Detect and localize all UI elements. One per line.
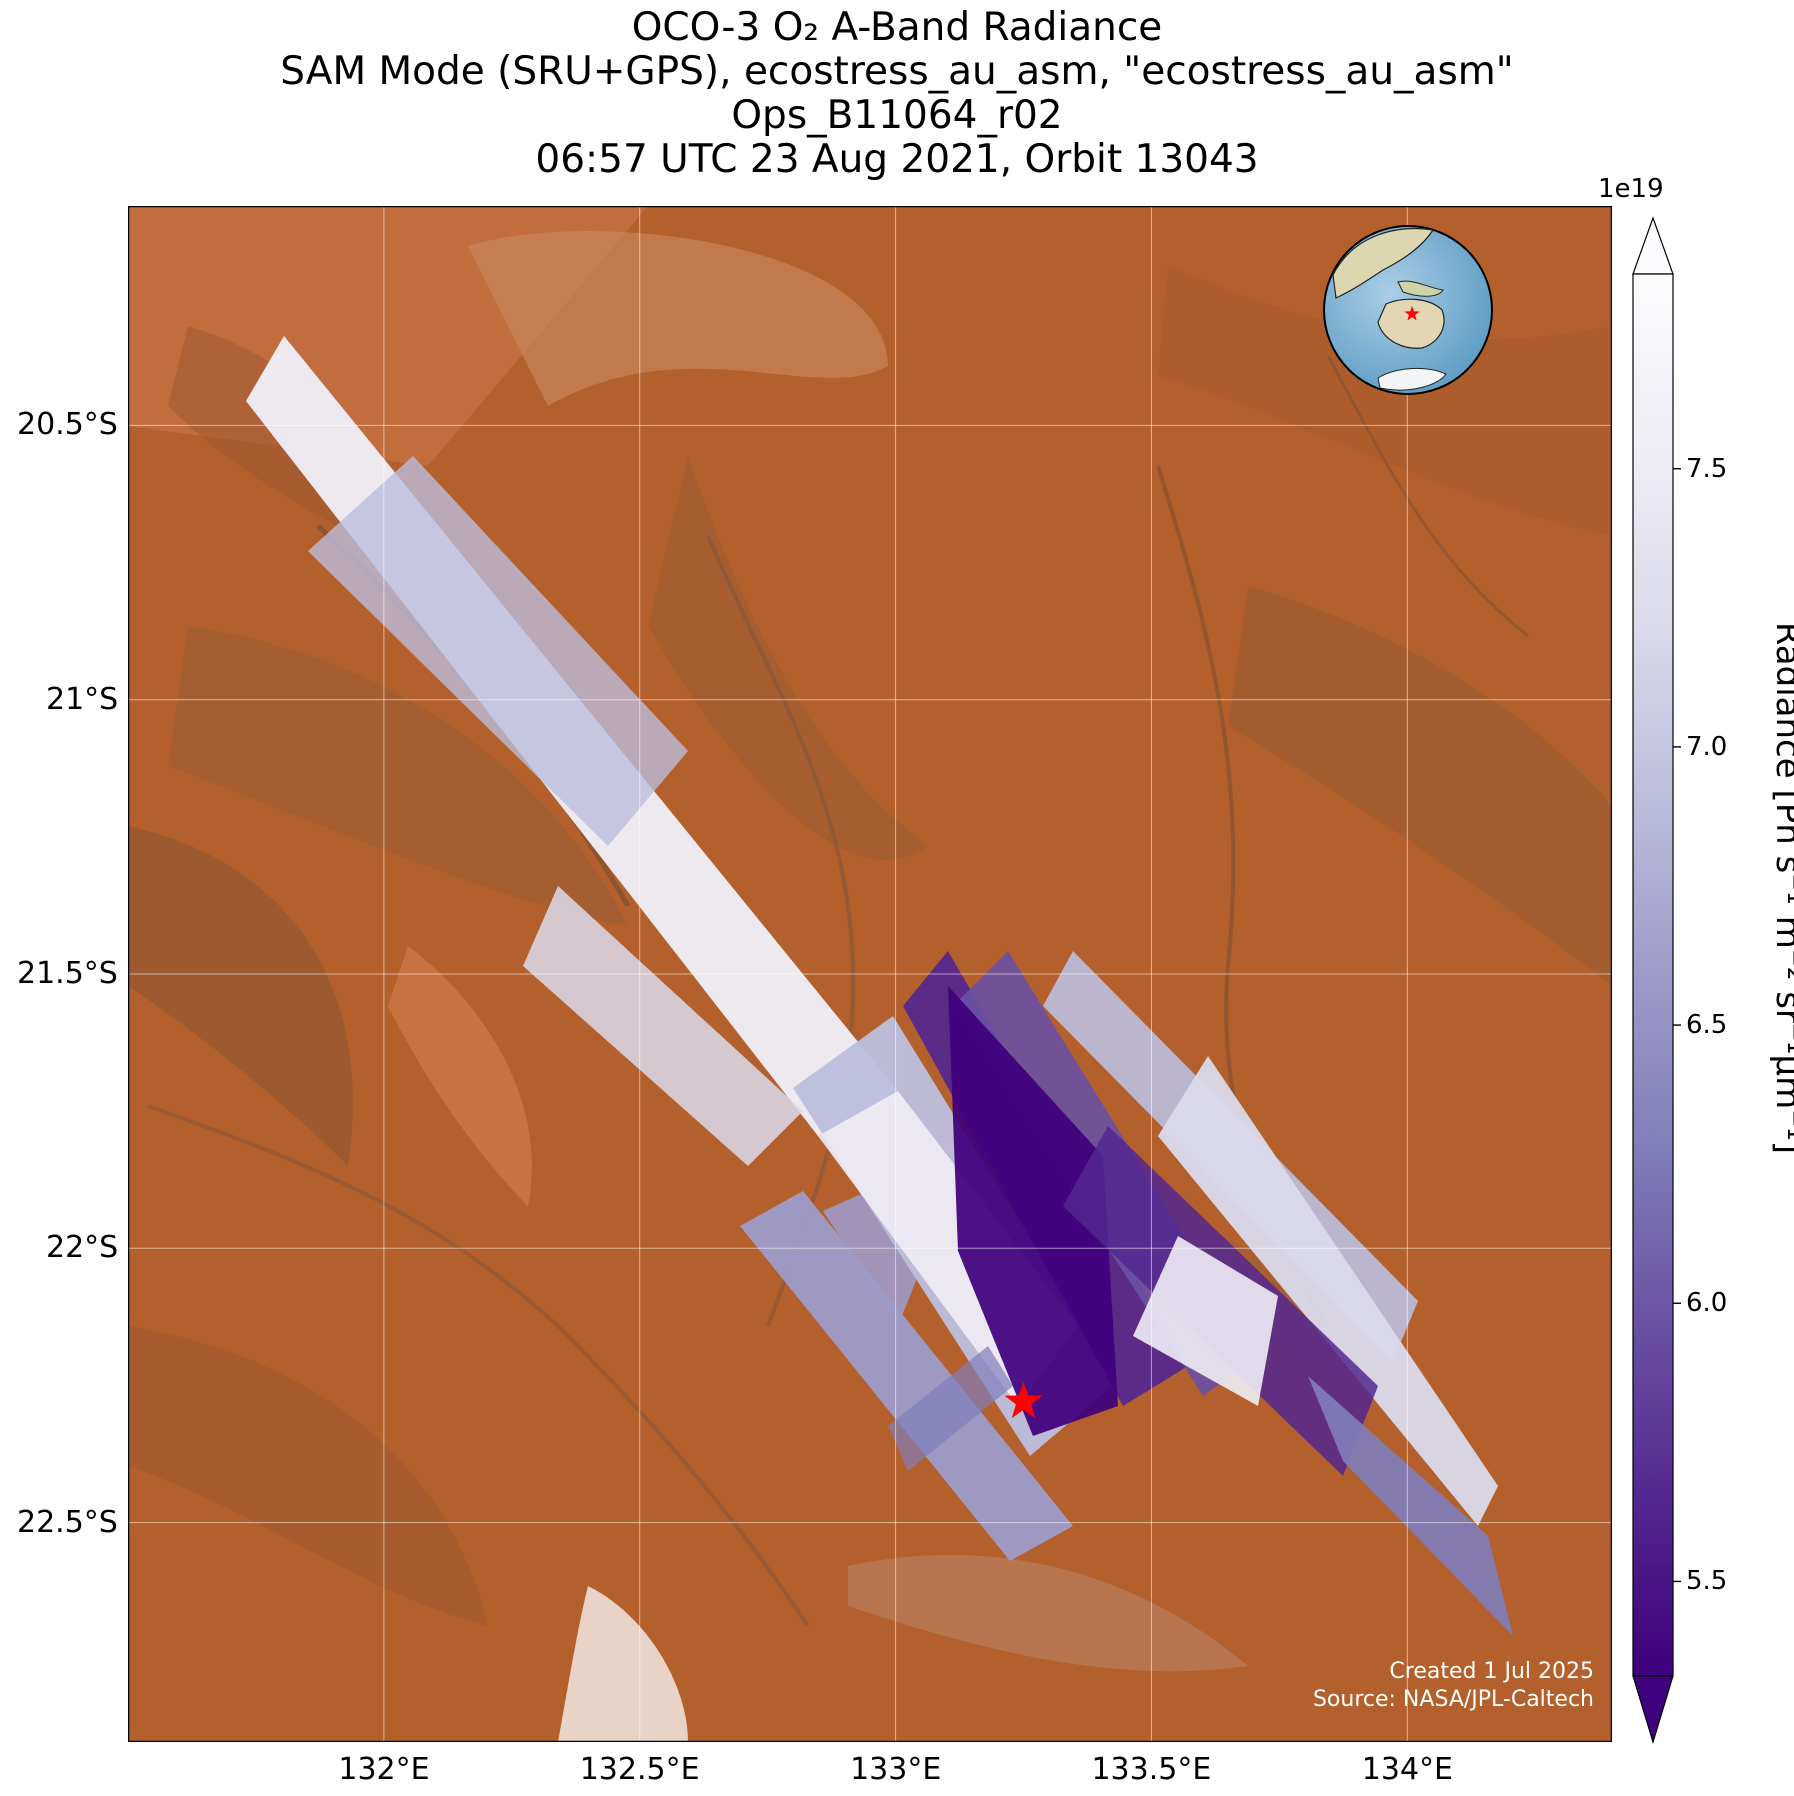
- radiance-footprints: [246, 336, 1513, 1636]
- globe-landmass-australia: [1377, 298, 1445, 349]
- colorbar: [1632, 216, 1681, 1745]
- radiance-swath: [1133, 1236, 1278, 1406]
- radiance-swath: [948, 986, 1118, 1436]
- colorbar-tick-label: 7.0: [1686, 731, 1728, 762]
- map-panel: Created 1 Jul 2025 Source: NASA/JPL-Calt…: [128, 206, 1612, 1742]
- radiance-swath: [740, 1191, 1073, 1561]
- colorbar-tick-label: 5.5: [1686, 1566, 1728, 1597]
- colorbar-tick-label: 7.5: [1686, 453, 1728, 484]
- lat-tick-label: 21.5°S: [17, 956, 118, 991]
- chart-title-line-2: SAM Mode (SRU+GPS), ecostress_au_asm, "e…: [280, 49, 1514, 94]
- radiance-swath: [1308, 1376, 1513, 1636]
- globe-inset: [1323, 225, 1493, 395]
- colorbar-scale-label: 1e19: [1598, 174, 1664, 204]
- colorbar-ticks: [1673, 468, 1681, 1583]
- map-frame: [128, 206, 1612, 1742]
- colorbar-tick-label: 6.5: [1686, 1010, 1728, 1041]
- radiance-swath: [888, 1346, 1013, 1471]
- lon-tick-label: 133°E: [850, 1752, 942, 1787]
- lon-tick-label: 134°E: [1361, 1752, 1454, 1787]
- lat-tick-label: 21°S: [46, 681, 119, 717]
- globe-landmass-asia: [1332, 227, 1434, 299]
- colorbar-gradient: [1632, 273, 1674, 1677]
- chart-title-line-3: Ops_B11064_r02: [731, 93, 1063, 138]
- globe-landmass-islands: [1397, 280, 1444, 297]
- colorbar-extend-top: [1632, 216, 1674, 275]
- colorbar-extend-bottom: [1632, 1675, 1674, 1745]
- lon-tick-label: 132.5°E: [579, 1752, 700, 1787]
- lon-tick-label: 133.5°E: [1091, 1752, 1212, 1787]
- radiance-swath: [1158, 1056, 1498, 1526]
- radiance-swath: [523, 886, 803, 1166]
- map-gridlines: [128, 206, 1612, 1742]
- radiance-swath: [308, 456, 688, 846]
- lat-tick-label: 22.5°S: [17, 1504, 118, 1540]
- credit-created: Created 1 Jul 2025: [1389, 1659, 1594, 1684]
- globe-landmass-antarctica: [1377, 367, 1447, 391]
- lat-tick-label: 20.5°S: [17, 407, 118, 443]
- chart-title-line-1: OCO-3 O₂ A-Band Radiance: [631, 5, 1163, 50]
- lat-tick-label: 22°S: [46, 1230, 119, 1266]
- lon-tick-label: 132°E: [338, 1752, 430, 1787]
- target-star-icon: [1004, 1381, 1043, 1419]
- colorbar-tick-label: 6.0: [1686, 1288, 1728, 1319]
- globe-location-star-icon: [1404, 306, 1420, 321]
- radiance-swath: [823, 1191, 918, 1326]
- chart-title-line-4: 06:57 UTC 23 Aug 2021, Orbit 13043: [535, 137, 1259, 182]
- colorbar-title: Radiance [Ph s⁻¹ m⁻² sr⁻¹μm⁻¹]: [1768, 621, 1794, 1155]
- credit-source: Source: NASA/JPL-Caltech: [1313, 1687, 1594, 1712]
